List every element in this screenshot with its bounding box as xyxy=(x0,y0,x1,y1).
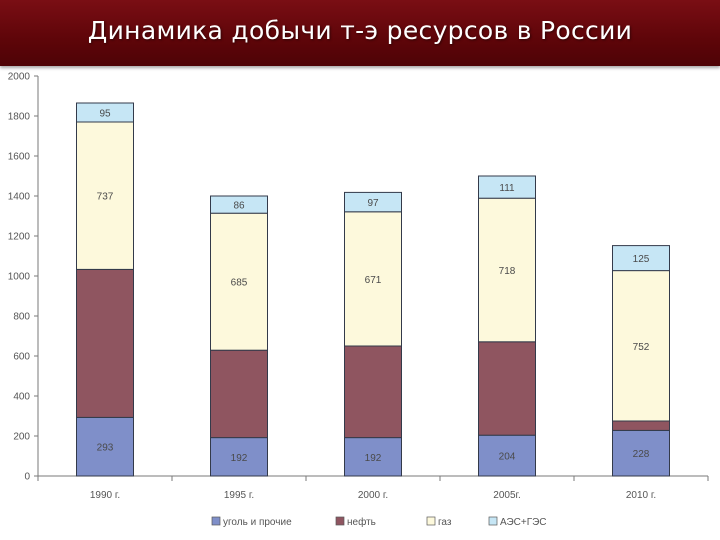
bar-segment xyxy=(344,345,402,439)
data-label: 125 xyxy=(633,254,650,265)
category-label: 1990 г. xyxy=(90,490,120,501)
bar-segment xyxy=(344,191,402,213)
y-tick-label: 0 xyxy=(24,472,30,483)
y-tick-label: 2000 xyxy=(8,72,31,83)
data-label: 228 xyxy=(633,449,650,460)
legend-swatch xyxy=(211,516,221,526)
data-label: 293 xyxy=(97,443,114,454)
category-label: 1995 г. xyxy=(224,490,254,501)
category-label: 2005г. xyxy=(493,490,520,501)
data-label: 97 xyxy=(367,198,379,209)
bar-segment xyxy=(76,121,134,270)
y-tick-label: 200 xyxy=(13,432,30,443)
slide-title: Динамика добычи т-э ресурсов в России xyxy=(87,16,633,45)
bar-segment xyxy=(612,270,670,422)
data-label: 111 xyxy=(499,183,515,194)
data-label: 192 xyxy=(231,453,248,464)
y-tick-label: 1800 xyxy=(8,112,31,123)
y-tick-label: 1400 xyxy=(8,192,31,203)
legend-swatch xyxy=(488,516,498,526)
y-tick-label: 800 xyxy=(13,312,30,323)
y-tick-label: 400 xyxy=(13,392,30,403)
y-tick-label: 1000 xyxy=(8,272,31,283)
category-label: 2000 г. xyxy=(358,490,388,501)
bar-segment xyxy=(478,434,536,477)
data-label: 752 xyxy=(633,342,650,353)
bar-segment xyxy=(210,437,268,477)
data-label: 671 xyxy=(365,275,382,286)
legend-swatch xyxy=(426,516,436,526)
data-label: 204 xyxy=(499,452,516,463)
bar-segment xyxy=(612,245,670,272)
data-label: 685 xyxy=(231,278,248,289)
bar-segment xyxy=(76,268,134,418)
bar-segment xyxy=(210,195,268,214)
legend-label: газ xyxy=(438,517,452,528)
title-bar: Динамика добычи т-э ресурсов в России xyxy=(0,0,720,66)
stacked-bar-chart: 0 200 400 600 800 1000 1200 1400 1600 1800 2000 293… xyxy=(8,72,709,528)
data-label: 86 xyxy=(233,201,245,212)
bar-segment xyxy=(478,175,536,199)
category-label: 2010 г. xyxy=(626,490,656,501)
bar-segment xyxy=(344,437,402,477)
legend-label: АЭС+ГЭС xyxy=(500,517,547,528)
bar-segment xyxy=(478,197,536,343)
bar-segment xyxy=(210,349,268,439)
y-tick-label: 600 xyxy=(13,352,30,363)
legend-label: уголь и прочие xyxy=(223,517,292,528)
y-tick-label: 1600 xyxy=(8,152,31,163)
bar-segment xyxy=(76,102,134,123)
y-tick-label: 1200 xyxy=(8,232,31,243)
data-label: 192 xyxy=(365,453,382,464)
data-label: 718 xyxy=(499,266,516,277)
bar-segment xyxy=(612,429,670,477)
bar-segment xyxy=(612,420,670,431)
data-label: 737 xyxy=(97,192,114,203)
data-label: 95 xyxy=(99,109,111,120)
legend-label: нефть xyxy=(347,516,376,528)
bar-segment xyxy=(478,341,536,436)
legend-swatch xyxy=(335,516,345,526)
